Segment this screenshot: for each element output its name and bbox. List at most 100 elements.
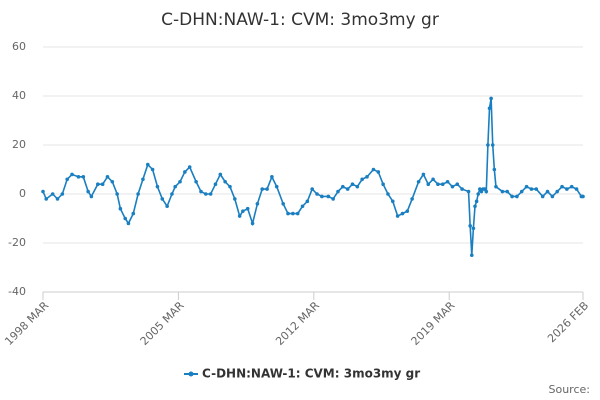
data-point: [60, 192, 65, 196]
data-point: [50, 192, 55, 196]
y-tick-label: 0: [19, 187, 26, 200]
data-point: [445, 179, 450, 184]
data-point: [155, 184, 160, 189]
data-point: [440, 182, 445, 186]
data-point: [341, 184, 345, 189]
x-tick-label: 2019 MAR: [409, 299, 458, 348]
data-point: [233, 197, 237, 201]
data-point: [300, 204, 305, 209]
data-point: [545, 189, 550, 194]
data-point: [270, 175, 274, 179]
data-point: [123, 216, 128, 221]
data-point: [515, 194, 519, 199]
data-point: [450, 184, 455, 189]
data-point: [218, 172, 223, 177]
data-point: [241, 209, 245, 213]
data-point: [136, 192, 140, 196]
data-point: [400, 211, 405, 216]
data-point: [490, 143, 495, 147]
data-point: [81, 175, 86, 179]
data-point: [421, 172, 426, 177]
data-point: [65, 177, 69, 182]
data-point: [534, 187, 539, 191]
data-point: [223, 179, 227, 184]
data-point: [395, 214, 400, 218]
data-point: [89, 194, 94, 199]
x-tick-label: 1998 MAR: [2, 299, 51, 348]
data-point: [345, 187, 350, 191]
data-point: [208, 192, 213, 196]
legend-marker: [188, 371, 194, 377]
data-point: [484, 189, 489, 194]
data-point: [70, 172, 74, 177]
y-tick-label: 20: [12, 138, 26, 151]
data-point: [519, 189, 524, 194]
data-point: [170, 192, 174, 196]
data-point: [295, 211, 300, 216]
data-point: [390, 199, 395, 204]
data-point: [245, 206, 250, 211]
data-point: [115, 192, 119, 196]
data-point: [291, 211, 295, 216]
data-point: [331, 197, 335, 201]
data-point: [160, 197, 165, 201]
data-point: [237, 214, 242, 218]
data-point: [178, 179, 182, 184]
data-point: [260, 187, 265, 191]
data-point: [550, 194, 555, 199]
data-point: [255, 202, 260, 206]
data-point: [524, 184, 529, 189]
data-point: [505, 189, 510, 194]
data-point: [110, 179, 115, 184]
data-point: [305, 199, 310, 204]
data-point: [41, 189, 45, 194]
data-point: [150, 167, 155, 172]
data-point: [381, 182, 385, 186]
data-point: [281, 202, 285, 206]
data-point: [213, 182, 218, 186]
data-point: [569, 184, 574, 189]
data-point: [320, 194, 324, 199]
data-point: [76, 175, 81, 179]
data-point: [44, 197, 49, 201]
data-point: [310, 187, 314, 191]
data-point: [560, 184, 564, 189]
data-point: [86, 189, 90, 194]
data-point: [274, 184, 279, 189]
data-point: [469, 253, 474, 258]
data-point: [250, 221, 255, 226]
data-point: [492, 167, 497, 172]
data-point: [473, 204, 477, 209]
data-point: [581, 194, 585, 199]
data-point: [426, 182, 431, 186]
data-point: [355, 184, 360, 189]
data-point: [386, 192, 390, 196]
data-point: [410, 197, 414, 201]
data-point: [487, 106, 492, 111]
y-tick-label: -20: [8, 236, 26, 249]
data-point: [100, 182, 105, 186]
data-point: [476, 192, 481, 196]
data-point: [286, 211, 290, 216]
data-point: [416, 179, 421, 184]
y-tick-label: 40: [12, 89, 26, 102]
x-tick-label: 2026 FEB: [545, 299, 591, 345]
data-point: [265, 187, 269, 191]
series-line: [42, 98, 583, 256]
data-point: [431, 177, 435, 182]
data-point: [315, 192, 319, 196]
data-point: [529, 187, 534, 191]
data-point: [565, 187, 569, 191]
data-point: [194, 179, 198, 184]
data-point: [360, 177, 364, 182]
data-point: [510, 194, 514, 199]
data-point: [228, 184, 232, 189]
data-point: [165, 204, 169, 209]
data-point: [489, 96, 493, 101]
x-tick-label: 2005 MAR: [138, 299, 187, 348]
chart-title: C-DHN:NAW-1: CVM: 3mo3my gr: [161, 10, 439, 30]
data-point: [468, 224, 472, 228]
legend-label: C-DHN:NAW-1: CVM: 3mo3my gr: [202, 367, 420, 381]
data-point: [105, 175, 110, 179]
y-tick-label: -40: [8, 285, 26, 298]
